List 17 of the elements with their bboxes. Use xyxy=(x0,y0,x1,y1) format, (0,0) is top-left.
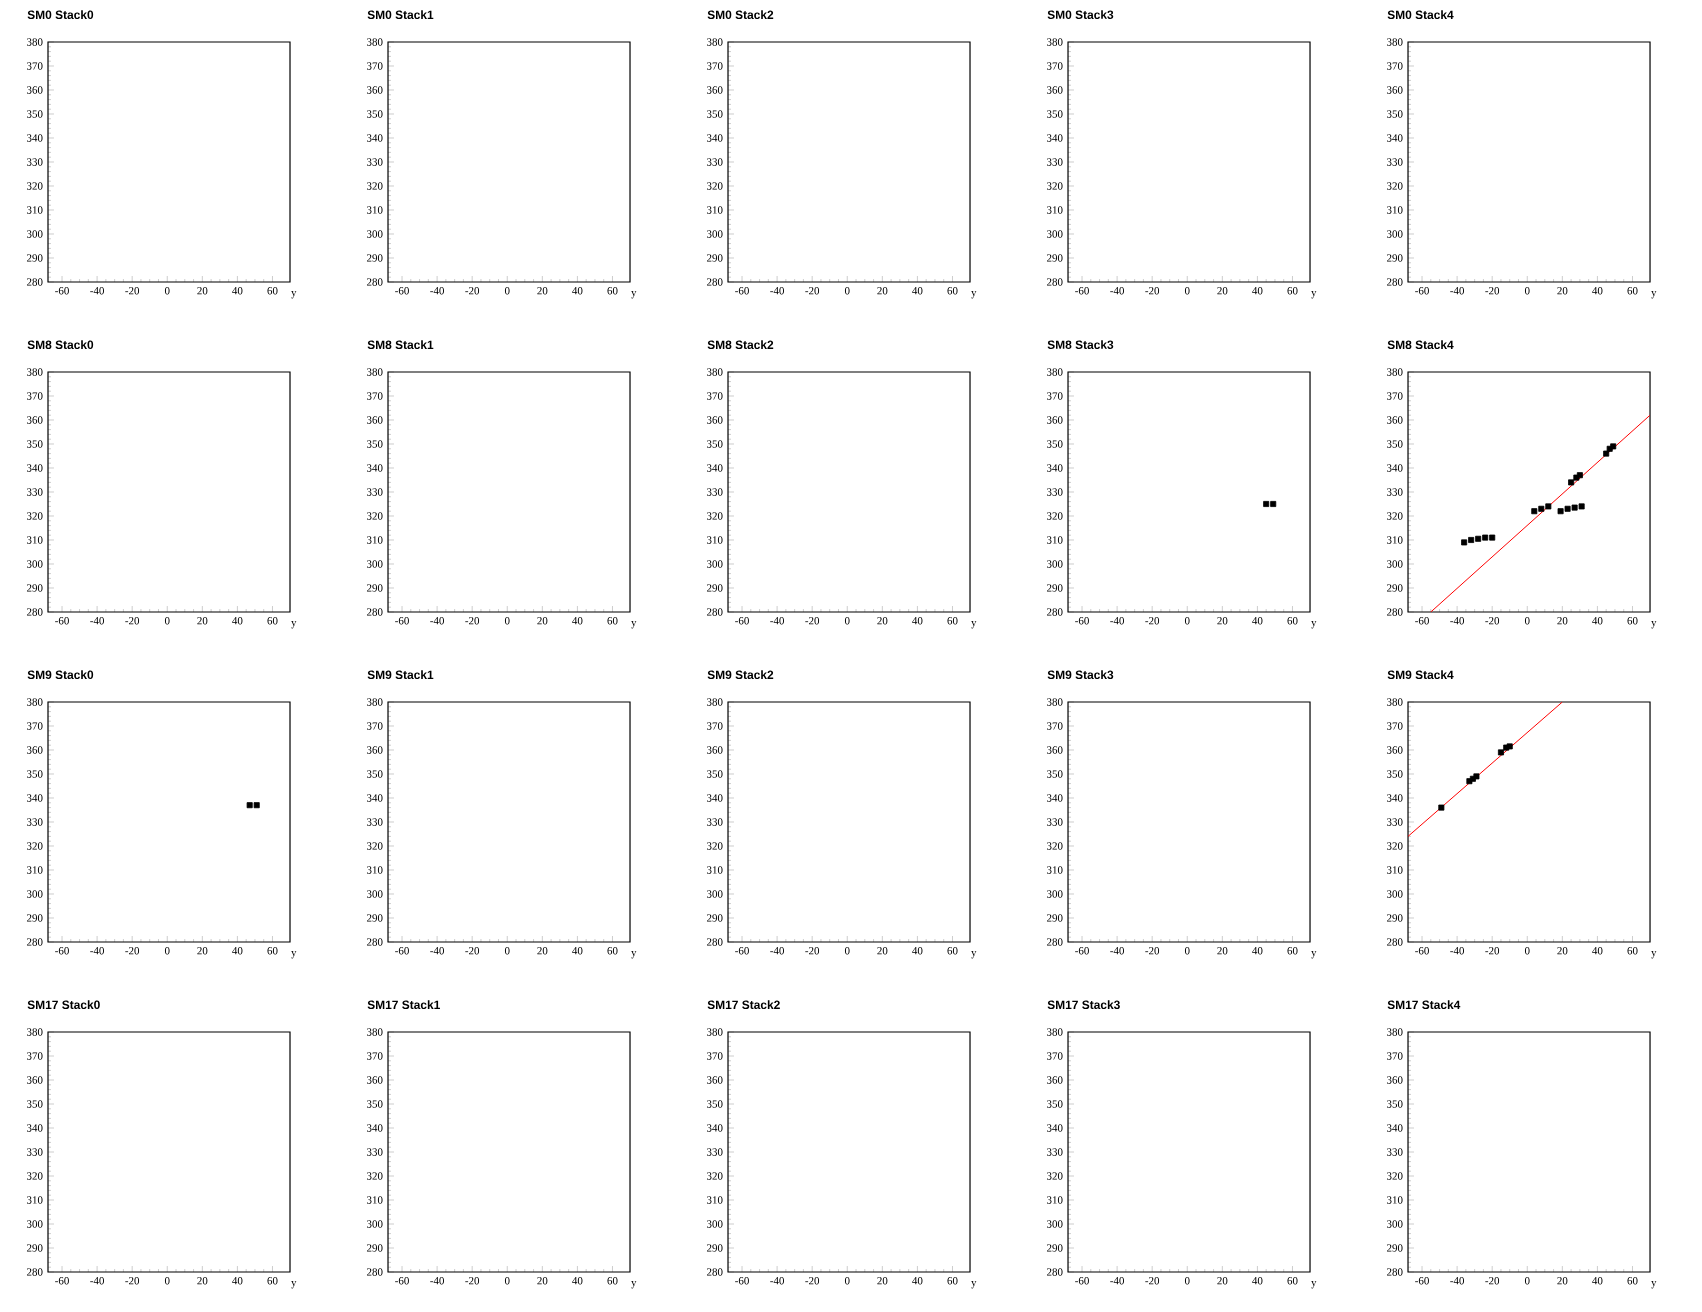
point xyxy=(1482,534,1489,541)
point xyxy=(1576,472,1583,479)
point xyxy=(1468,537,1475,543)
point xyxy=(1571,504,1578,511)
point xyxy=(1497,749,1504,756)
point xyxy=(1538,505,1545,512)
point xyxy=(1545,503,1552,510)
point xyxy=(1568,479,1575,486)
point xyxy=(1461,539,1468,546)
point xyxy=(1603,450,1610,457)
point xyxy=(1489,534,1496,541)
point xyxy=(1578,503,1585,510)
point xyxy=(1564,505,1571,512)
point xyxy=(1557,508,1564,515)
point xyxy=(1438,804,1445,811)
point xyxy=(1531,508,1538,515)
point xyxy=(1475,535,1482,542)
